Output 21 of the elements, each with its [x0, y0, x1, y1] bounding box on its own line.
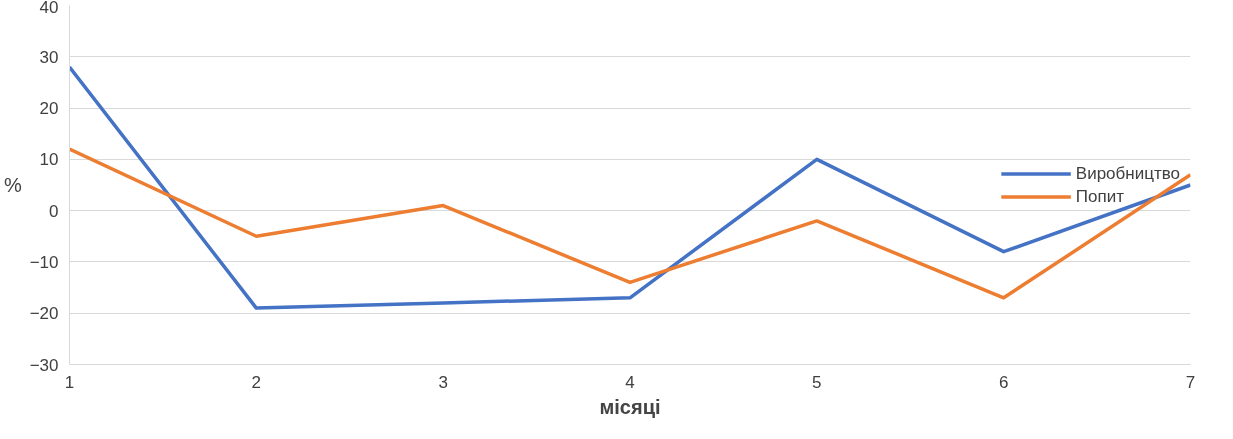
y-tick-label: −20 — [29, 304, 59, 324]
x-tick-label: 3 — [438, 372, 448, 392]
line-series — [69, 147, 1191, 300]
y-tick-label: 0 — [49, 201, 59, 221]
y-tick-label: −10 — [29, 252, 59, 272]
y-tick-label: 30 — [39, 47, 59, 67]
x-tick-label: 4 — [625, 372, 635, 392]
y-tick-label: 10 — [39, 150, 59, 170]
y-tick-label: −30 — [29, 355, 59, 375]
x-tick-label: 1 — [64, 372, 75, 392]
y-tick-label: 40 — [39, 0, 59, 17]
x-axis-title: місяці — [599, 395, 661, 418]
x-tick-label: 7 — [1185, 372, 1196, 392]
x-tick-label: 5 — [812, 372, 822, 392]
legend-label: Попит — [1075, 186, 1124, 206]
y-tick-label: 20 — [39, 99, 59, 119]
x-tick-label: 2 — [251, 372, 262, 392]
y-axis-title: % — [3, 174, 22, 196]
x-tick-label: 6 — [998, 372, 1009, 392]
line-series — [69, 65, 1191, 310]
legend-label: Виробництво — [1075, 163, 1180, 183]
